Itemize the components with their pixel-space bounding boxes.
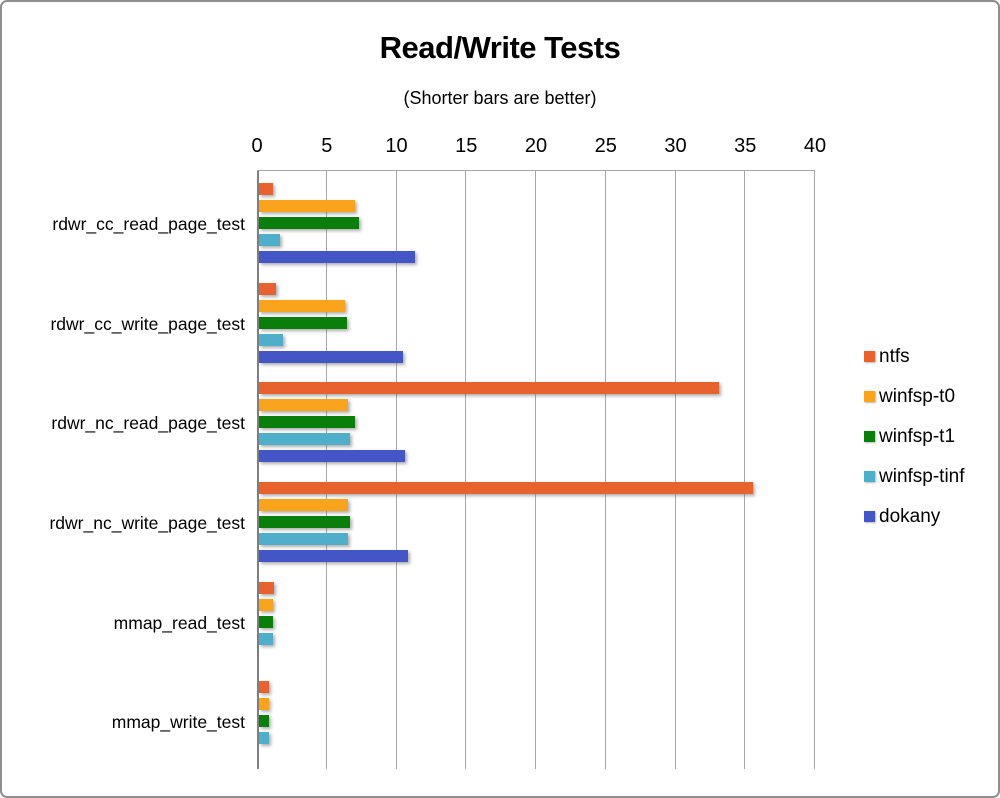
bar-winfsp-t0 <box>259 299 346 312</box>
category-label: rdwr_cc_read_page_test <box>52 213 245 234</box>
bar-winfsp-tinf <box>259 433 350 446</box>
gridline <box>535 171 536 769</box>
x-tick-label: 0 <box>251 135 263 157</box>
x-tick-label: 20 <box>524 135 548 157</box>
legend-item-winfsp-t1: winfsp-t1 <box>864 425 965 449</box>
x-tick-label: 25 <box>594 135 617 157</box>
bar-ntfs <box>259 282 276 295</box>
x-tick-label: 10 <box>385 135 408 157</box>
legend-swatch-ntfs <box>864 351 875 362</box>
legend-swatch-dokany <box>864 511 875 522</box>
legend-swatch-winfsp-t0 <box>864 391 875 402</box>
legend-label: ntfs <box>879 346 910 367</box>
gridline <box>814 171 815 769</box>
bar-winfsp-tinf <box>259 732 269 745</box>
chart-subtitle: (Shorter bars are better) <box>403 88 597 108</box>
bar-dokany <box>259 550 409 562</box>
legend-label: dokany <box>879 506 941 527</box>
legend-item-dokany: dokany <box>864 505 965 529</box>
bar-ntfs <box>259 183 273 195</box>
gridline <box>604 171 606 769</box>
bar-winfsp-tinf <box>259 333 283 346</box>
bar-winfsp-tinf <box>259 533 349 545</box>
x-tick-label: 30 <box>664 135 687 157</box>
bar-dokany <box>259 450 406 463</box>
category-label: rdwr_cc_write_page_test <box>50 313 245 334</box>
bar-winfsp-tinf <box>259 632 273 645</box>
category-label: mmap_read_test <box>113 612 245 633</box>
bar-ntfs <box>259 382 720 395</box>
x-tick-label: 35 <box>734 135 757 157</box>
bar-winfsp-t1 <box>259 715 269 728</box>
bar-winfsp-t1 <box>259 615 273 628</box>
gridline <box>395 171 397 769</box>
legend-swatch-winfsp-t1 <box>864 431 875 442</box>
bar-winfsp-t0 <box>259 698 269 711</box>
bar-ntfs <box>259 482 753 494</box>
bar-dokany <box>259 350 403 363</box>
legend: ntfs winfsp-t0 winfsp-t1 winfsp-tinf dokany <box>864 345 965 545</box>
legend-item-winfsp-tinf: winfsp-tinf <box>864 465 965 489</box>
legend-label: winfsp-tinf <box>879 466 965 487</box>
bar-winfsp-tinf <box>259 234 280 246</box>
bar-winfsp-t0 <box>259 399 349 412</box>
gridline <box>744 171 746 769</box>
legend-label: winfsp-t0 <box>879 386 956 407</box>
bar-winfsp-t0 <box>259 598 273 611</box>
category-label: mmap_write_test <box>111 712 245 733</box>
gridline <box>674 171 676 769</box>
bar-winfsp-t1 <box>259 217 360 229</box>
bar-dokany <box>259 251 416 263</box>
bar-winfsp-t1 <box>259 416 356 429</box>
x-tick-label: 15 <box>455 135 478 157</box>
chart-title: Read/Write Tests <box>379 30 621 65</box>
category-label: rdwr_nc_read_page_test <box>51 413 245 434</box>
plot-area <box>257 170 815 769</box>
bar-ntfs <box>259 581 275 594</box>
legend-label: winfsp-t1 <box>879 426 956 447</box>
gridline <box>465 171 467 769</box>
category-label: rdwr_nc_write_page_test <box>49 512 245 533</box>
x-tick-label: 5 <box>321 135 333 157</box>
bar-winfsp-t1 <box>259 516 350 528</box>
bar-winfsp-t1 <box>259 316 347 329</box>
legend-item-winfsp-t0: winfsp-t0 <box>864 385 965 409</box>
x-tick-label: 40 <box>803 135 827 157</box>
bar-winfsp-t0 <box>259 200 356 212</box>
gridline <box>325 171 327 769</box>
bar-ntfs <box>259 681 269 694</box>
bar-winfsp-t0 <box>259 499 349 511</box>
y-axis-line <box>257 171 259 769</box>
legend-swatch-winfsp-tinf <box>864 471 875 482</box>
legend-item-ntfs: ntfs <box>864 345 965 369</box>
